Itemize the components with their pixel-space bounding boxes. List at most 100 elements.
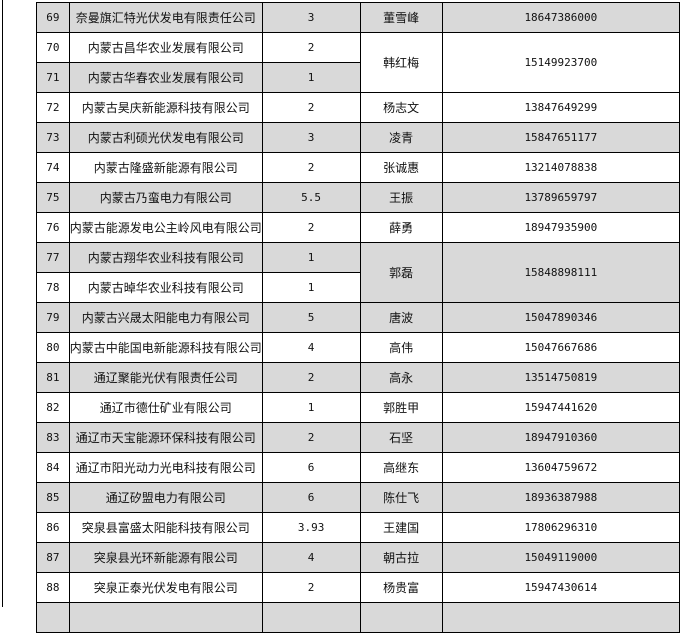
table-row: 80 内蒙古中能国电新能源科技有限公司 4 高伟 15047667686 [36, 332, 680, 363]
company-name: 内蒙古能源发电公主岭风电有限公司 [68, 212, 263, 243]
contact-person: 张诚惠 [359, 152, 443, 183]
contact-person: 陈仕飞 [359, 482, 443, 513]
empty-cell [359, 602, 443, 633]
row-number: 84 [36, 452, 70, 483]
company-name: 通辽聚能光伏有限责任公司 [68, 362, 263, 393]
phone-number: 13214078838 [441, 152, 680, 183]
capacity: 3 [261, 2, 361, 33]
row-number: 71 [36, 62, 70, 93]
capacity: 2 [261, 152, 361, 183]
capacity: 1 [261, 242, 361, 273]
phone-number: 15947441620 [441, 392, 680, 423]
phone-number: 15047667686 [441, 332, 680, 363]
company-name: 突泉县富盛太阳能科技有限公司 [68, 512, 263, 543]
company-name: 内蒙古昌华农业发展有限公司 [68, 32, 263, 63]
phone-number: 15947430614 [441, 572, 680, 603]
empty-cell [36, 602, 70, 633]
row-number: 77 [36, 242, 70, 273]
table-row: 86 突泉县富盛太阳能科技有限公司 3.93 王建国 17806296310 [36, 512, 680, 543]
empty-cell [261, 602, 361, 633]
contact-person: 朝古拉 [359, 542, 443, 573]
row-number: 80 [36, 332, 70, 363]
capacity: 3.93 [261, 512, 361, 543]
company-table: 69 奈曼旗汇特光伏发电有限责任公司 3 董雪峰 18647386000 70 内蒙古昌华农… [36, 2, 680, 633]
row-number: 70 [36, 32, 70, 63]
capacity: 2 [261, 422, 361, 453]
company-name: 奈曼旗汇特光伏发电有限责任公司 [68, 2, 263, 33]
company-name: 内蒙古兴晟太阳能电力有限公司 [68, 302, 263, 333]
company-name: 通辽市德仕矿业有限公司 [68, 392, 263, 423]
company-name: 内蒙古晫华农业科技有限公司 [68, 272, 263, 303]
row-number: 74 [36, 152, 70, 183]
capacity: 2 [261, 32, 361, 63]
capacity: 2 [261, 572, 361, 603]
capacity: 6 [261, 452, 361, 483]
phone-number: 18936387988 [441, 482, 680, 513]
table-row: 74 内蒙古隆盛新能源有限公司 2 张诚惠 13214078838 [36, 152, 680, 183]
capacity: 5.5 [261, 182, 361, 213]
table-row: 79 内蒙古兴晟太阳能电力有限公司 5 唐波 15047890346 [36, 302, 680, 333]
table-row: 75 内蒙古乃蛮电力有限公司 5.5 王振 13789659797 [36, 182, 680, 213]
contact-person: 高继东 [359, 452, 443, 483]
table-row: 78 内蒙古晫华农业科技有限公司 1 [36, 272, 680, 303]
table-row: 77 内蒙古翔华农业科技有限公司 1 郭磊 15848898111 [36, 242, 680, 303]
contact-person: 高伟 [359, 332, 443, 363]
phone-number: 15047890346 [441, 302, 680, 333]
empty-cell [68, 602, 263, 633]
capacity: 4 [261, 542, 361, 573]
capacity: 1 [261, 272, 361, 303]
company-name: 内蒙古中能国电新能源科技有限公司 [68, 332, 263, 363]
phone-number: 18947935900 [441, 212, 680, 243]
contact-person: 杨贵富 [359, 572, 443, 603]
company-name: 内蒙古隆盛新能源有限公司 [68, 152, 263, 183]
contact-person: 董雪峰 [359, 2, 443, 33]
row-number: 82 [36, 392, 70, 423]
capacity: 2 [261, 212, 361, 243]
table-row: 73 内蒙古利硕光伏发电有限公司 3 凌青 15847651177 [36, 122, 680, 153]
table-row: 88 突泉正泰光伏发电有限公司 2 杨贵富 15947430614 [36, 572, 680, 603]
row-number: 75 [36, 182, 70, 213]
company-name: 突泉县光环新能源有限公司 [68, 542, 263, 573]
row-number: 85 [36, 482, 70, 513]
table-row: 71 内蒙古华春农业发展有限公司 1 [36, 62, 680, 93]
company-name: 内蒙古昊庆新能源科技有限公司 [68, 92, 263, 123]
row-number: 73 [36, 122, 70, 153]
row-number: 78 [36, 272, 70, 303]
capacity: 1 [261, 392, 361, 423]
row-number: 83 [36, 422, 70, 453]
phone-number: 18947910360 [441, 422, 680, 453]
phone-number: 15149923700 [441, 32, 680, 93]
contact-person: 高永 [359, 362, 443, 393]
company-name: 通辽市天宝能源环保科技有限公司 [68, 422, 263, 453]
table-row: 70 内蒙古昌华农业发展有限公司 2 韩红梅 15149923700 [36, 32, 680, 93]
company-name: 内蒙古乃蛮电力有限公司 [68, 182, 263, 213]
contact-person: 王建国 [359, 512, 443, 543]
table-row: 81 通辽聚能光伏有限责任公司 2 高永 13514750819 [36, 362, 680, 393]
contact-person: 郭磊 [359, 242, 443, 303]
contact-person: 石坚 [359, 422, 443, 453]
table-row: 72 内蒙古昊庆新能源科技有限公司 2 杨志文 13847649299 [36, 92, 680, 123]
phone-number: 17806296310 [441, 512, 680, 543]
phone-number: 15848898111 [441, 242, 680, 303]
table-row: 76 内蒙古能源发电公主岭风电有限公司 2 薛勇 18947935900 [36, 212, 680, 243]
row-number: 76 [36, 212, 70, 243]
row-number: 86 [36, 512, 70, 543]
capacity: 6 [261, 482, 361, 513]
phone-number: 15847651177 [441, 122, 680, 153]
capacity: 3 [261, 122, 361, 153]
contact-person: 郭胜甲 [359, 392, 443, 423]
table-row: 82 通辽市德仕矿业有限公司 1 郭胜甲 15947441620 [36, 392, 680, 423]
table-row: 85 通辽矽盟电力有限公司 6 陈仕飞 18936387988 [36, 482, 680, 513]
phone-number: 15049119000 [441, 542, 680, 573]
contact-person: 杨志文 [359, 92, 443, 123]
capacity: 1 [261, 62, 361, 93]
capacity: 5 [261, 302, 361, 333]
table-row: 83 通辽市天宝能源环保科技有限公司 2 石坚 18947910360 [36, 422, 680, 453]
row-number: 69 [36, 2, 70, 33]
company-name: 内蒙古翔华农业科技有限公司 [68, 242, 263, 273]
row-number: 87 [36, 542, 70, 573]
contact-person: 薛勇 [359, 212, 443, 243]
phone-number: 13514750819 [441, 362, 680, 393]
phone-number: 13847649299 [441, 92, 680, 123]
left-border-line [2, 0, 3, 607]
